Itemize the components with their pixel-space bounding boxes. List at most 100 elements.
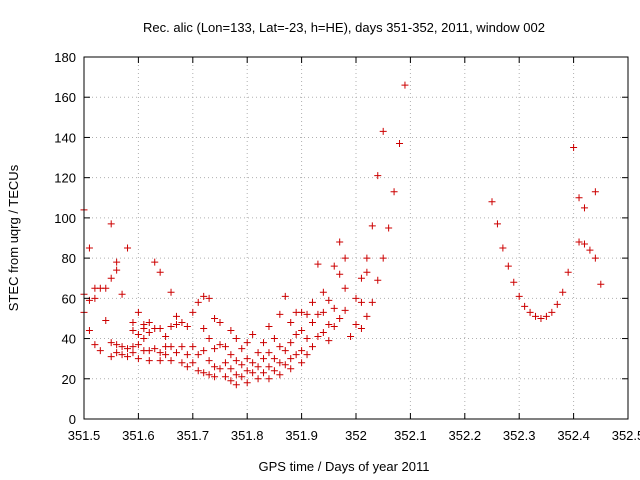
- data-point: [276, 343, 284, 351]
- data-point: [172, 349, 180, 357]
- data-point: [129, 318, 137, 326]
- data-point: [205, 371, 213, 379]
- data-point: [374, 276, 382, 284]
- data-point: [330, 262, 338, 270]
- data-point: [227, 377, 235, 385]
- data-point: [232, 381, 240, 389]
- data-point: [287, 355, 295, 363]
- data-point: [308, 298, 316, 306]
- data-point: [172, 320, 180, 328]
- data-point: [91, 294, 99, 302]
- data-point: [249, 331, 257, 339]
- data-point: [341, 306, 349, 314]
- data-point: [314, 310, 322, 318]
- data-point: [363, 312, 371, 320]
- y-tick-label: 60: [62, 291, 76, 306]
- data-point: [151, 345, 159, 353]
- data-point: [368, 298, 376, 306]
- x-tick-labels: 351.5 351.6 351.7 351.8 351.9 352 352.1 352.2 35…: [68, 428, 640, 443]
- data-point: [216, 341, 224, 349]
- data-point: [238, 373, 246, 381]
- data-point: [265, 375, 273, 383]
- data-point: [276, 371, 284, 379]
- data-point: [314, 260, 322, 268]
- x-tick-label: 352: [345, 428, 367, 443]
- y-tick-label: 160: [54, 90, 76, 105]
- data-point: [352, 294, 360, 302]
- data-point: [227, 327, 235, 335]
- data-point: [211, 363, 219, 371]
- data-point: [319, 288, 327, 296]
- data-point: [102, 316, 110, 324]
- x-tick-label: 352.1: [394, 428, 427, 443]
- data-point: [276, 359, 284, 367]
- data-point: [134, 331, 142, 339]
- data-point: [107, 274, 115, 282]
- data-point: [357, 325, 365, 332]
- data-point: [564, 268, 572, 276]
- data-point: [227, 351, 235, 359]
- y-tick-labels: 0 20 40 60 80 100 120 140 160 180: [54, 50, 76, 427]
- data-point: [363, 254, 371, 262]
- data-point: [287, 339, 295, 347]
- data-point: [156, 325, 164, 332]
- data-point: [205, 294, 213, 302]
- x-tick-label: 352.5: [612, 428, 640, 443]
- data-point: [270, 355, 278, 363]
- data-point: [85, 327, 93, 335]
- data-point: [113, 341, 121, 349]
- data-point: [260, 355, 268, 363]
- x-tick-label: 352.4: [557, 428, 590, 443]
- data-point: [292, 331, 300, 339]
- data-point: [205, 357, 213, 365]
- data-point: [183, 363, 191, 371]
- data-point: [113, 258, 121, 266]
- data-point: [379, 254, 387, 262]
- data-point: [238, 361, 246, 369]
- data-point: [298, 327, 306, 335]
- data-point: [591, 254, 599, 262]
- data-point: [124, 345, 132, 353]
- data-point: [298, 347, 306, 355]
- data-point: [124, 353, 132, 361]
- data-point: [145, 357, 153, 365]
- data-point: [167, 322, 175, 330]
- data-point: [553, 300, 561, 308]
- data-point: [189, 359, 197, 367]
- data-point: [221, 373, 229, 381]
- data-point: [281, 347, 289, 355]
- data-point: [357, 298, 365, 306]
- data-point: [113, 349, 121, 357]
- data-point: [270, 335, 278, 343]
- data-point: [287, 318, 295, 326]
- data-point: [118, 343, 126, 351]
- data-point: [330, 304, 338, 312]
- data-point: [145, 347, 153, 355]
- data-point: [287, 365, 295, 373]
- data-point: [548, 308, 556, 316]
- data-point: [200, 347, 208, 355]
- data-point: [118, 351, 126, 359]
- data-point: [227, 365, 235, 373]
- data-point: [330, 322, 338, 330]
- data-point: [298, 308, 306, 316]
- data-point: [591, 188, 599, 196]
- x-tick-label: 351.8: [231, 428, 264, 443]
- data-point: [221, 343, 229, 351]
- grid-lines: [84, 57, 628, 419]
- data-point: [374, 172, 382, 180]
- data-point: [515, 292, 523, 300]
- data-point: [254, 349, 262, 357]
- data-point: [216, 365, 224, 373]
- data-point: [134, 355, 142, 363]
- data-point: [336, 314, 344, 322]
- data-point: [140, 335, 148, 343]
- data-point: [368, 222, 376, 230]
- data-point: [162, 333, 170, 341]
- data-point: [96, 347, 104, 355]
- data-point: [178, 318, 186, 326]
- data-point: [537, 314, 545, 322]
- data-point: [172, 312, 180, 320]
- data-point: [183, 351, 191, 359]
- x-tick-label: 351.6: [122, 428, 155, 443]
